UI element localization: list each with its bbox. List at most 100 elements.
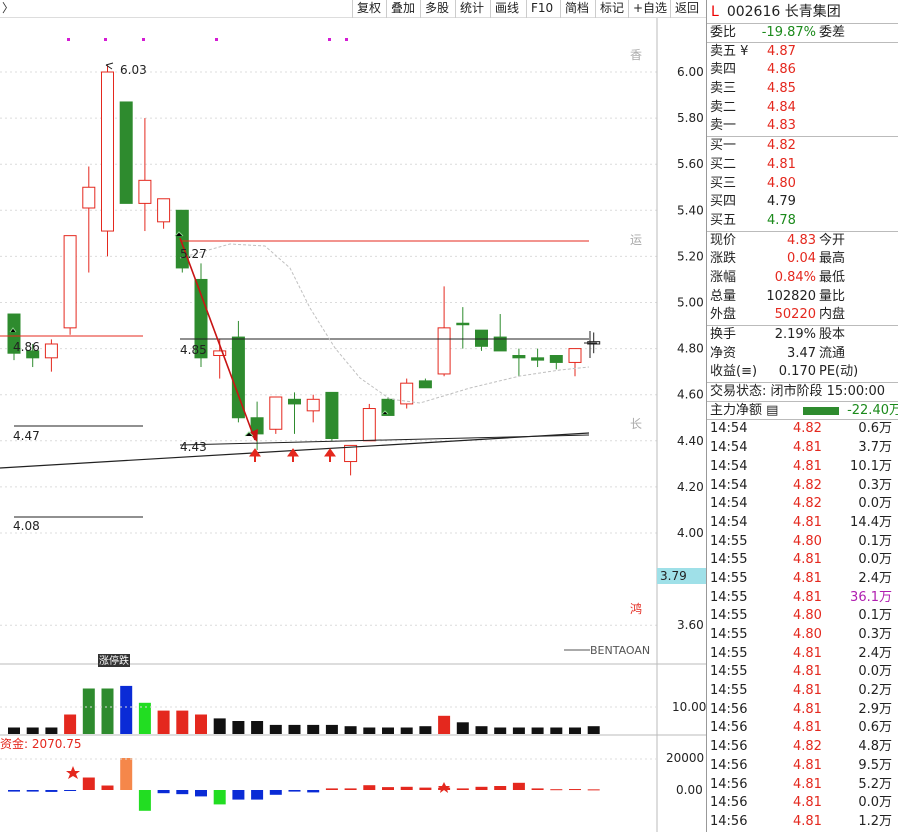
volume-bar bbox=[232, 721, 245, 734]
volume-bar bbox=[325, 724, 338, 734]
candle-body bbox=[362, 408, 376, 442]
tick-row: 14:56 4.81 5.2万 bbox=[707, 776, 898, 795]
tick-volume: 0.0万 bbox=[858, 552, 892, 568]
ask-label: 卖五 ¥ bbox=[710, 43, 749, 59]
fund-bar bbox=[269, 790, 282, 795]
stat-label: 总量 bbox=[710, 288, 737, 304]
tick-list[interactable]: 14:54 4.82 0.6万 14:54 4.81 3.7万 14:54 4.81 10.1万… bbox=[707, 420, 898, 831]
line-443 bbox=[179, 434, 590, 446]
candle-body bbox=[475, 329, 488, 347]
tick-price: 4.81 bbox=[793, 720, 822, 736]
ask-row: 卖二 4.84 bbox=[707, 99, 898, 118]
collapse-arrow-icon[interactable]: 〉 bbox=[2, 1, 15, 15]
toolbar-button-zixuan[interactable]: +自选 bbox=[628, 0, 671, 18]
fund-bar bbox=[382, 787, 394, 790]
buy-arrows bbox=[249, 448, 336, 462]
volume-bar bbox=[456, 722, 469, 734]
indicator-badge[interactable]: 涨停跌 bbox=[99, 654, 129, 667]
toolbar-button-duogu[interactable]: 多股 bbox=[420, 0, 453, 18]
stats-block-2: 换手 2.19% 股本 净资 3.47 流通 收益(≡) 0.170 PE(动) bbox=[707, 326, 898, 384]
fund-bar bbox=[344, 788, 357, 790]
candle bbox=[119, 101, 133, 204]
fund-bar bbox=[157, 790, 170, 794]
stat-value: 50220 bbox=[774, 307, 816, 323]
bid-book: 买一 4.82 买二 4.81 买三 4.80 买四 4.79 买五 4.78 bbox=[707, 137, 898, 232]
tick-volume: 0.3万 bbox=[858, 627, 892, 642]
price-axis-tick: 3.60 bbox=[677, 618, 704, 632]
tick-price: 4.81 bbox=[793, 440, 822, 456]
tick-time: 14:55 bbox=[710, 533, 748, 549]
volume-bar bbox=[45, 727, 58, 734]
candle bbox=[493, 314, 507, 352]
bid-row: 买五 4.78 bbox=[707, 212, 898, 231]
bid-price: 4.79 bbox=[767, 194, 796, 210]
candle bbox=[7, 313, 21, 361]
volume-bar bbox=[438, 715, 451, 734]
indicator-badge-bg bbox=[98, 654, 130, 667]
tick-time: 14:55 bbox=[710, 589, 748, 605]
fund-bar bbox=[512, 782, 525, 790]
toolbar-button-diejia[interactable]: 叠加 bbox=[386, 0, 419, 18]
watermark: BENTAOAN bbox=[590, 644, 650, 657]
tick-price: 4.82 bbox=[793, 421, 822, 437]
stat2-value: 0.170 bbox=[778, 364, 816, 380]
tick-volume: 36.1万 bbox=[850, 589, 892, 605]
volume-bar bbox=[512, 727, 525, 734]
volume-bar bbox=[8, 727, 20, 734]
volume-bar bbox=[269, 724, 282, 734]
candle bbox=[194, 263, 208, 368]
fund-label: 资金: 2070.75 bbox=[0, 736, 81, 751]
tick-volume: 0.3万 bbox=[858, 477, 892, 493]
candle-body bbox=[400, 382, 414, 405]
kline-chart-area[interactable]: 6.00 5.80 5.60 5.40 5.20 5.00 4.80 4.60 4.40 4.20… bbox=[0, 18, 706, 832]
tick-time: 14:55 bbox=[710, 645, 748, 661]
volume-bar bbox=[344, 726, 357, 734]
tick-row: 14:55 4.81 2.4万 bbox=[707, 645, 898, 664]
ask-book: 卖五 ¥ 4.87 卖四 4.86 卖三 4.85 卖二 4.84 卖一 4.83 bbox=[707, 43, 898, 138]
volume-bar bbox=[157, 710, 170, 734]
stock-code-name[interactable]: 002616 长青集团 bbox=[726, 4, 841, 20]
tick-row: 14:54 4.81 10.1万 bbox=[707, 458, 898, 477]
mainflow-label[interactable]: 主力净额 ▤ bbox=[710, 402, 779, 418]
current-price-tag: 3.79 bbox=[660, 569, 687, 583]
stat-row: 现价 4.83 今开 bbox=[707, 232, 898, 251]
label-447: 4.47 bbox=[13, 429, 40, 443]
tick-volume: 0.0万 bbox=[858, 795, 892, 811]
stat2-value: 3.47 bbox=[787, 345, 816, 361]
stat-row: 总量 102820 量比 bbox=[707, 288, 898, 307]
candle bbox=[157, 198, 171, 229]
toolbar-button-biaoji[interactable]: 标记 bbox=[595, 0, 628, 18]
volume-bar bbox=[251, 721, 264, 734]
stat-row: 外盘 50220 内盘 bbox=[707, 306, 898, 325]
volume-bar bbox=[101, 688, 114, 734]
candle-body bbox=[344, 444, 358, 463]
bid-row: 买一 4.82 bbox=[707, 137, 898, 156]
tick-row: 14:55 4.80 0.1万 bbox=[707, 533, 898, 552]
stat2-label: 净资 bbox=[710, 345, 737, 361]
tick-row: 14:56 4.82 4.8万 bbox=[707, 738, 898, 757]
tick-price: 4.81 bbox=[793, 570, 822, 586]
toolbar-button-f10[interactable]: F10 bbox=[526, 0, 557, 18]
candle-body bbox=[325, 391, 339, 439]
tick-volume: 0.0万 bbox=[858, 664, 892, 680]
toolbar-button-tongji[interactable]: 统计 bbox=[455, 0, 488, 18]
kline-chart[interactable]: 6.00 5.80 5.60 5.40 5.20 5.00 4.80 4.60 4.40 4.20… bbox=[0, 18, 706, 832]
volume-bar bbox=[400, 727, 413, 734]
tick-time: 14:56 bbox=[710, 813, 748, 829]
volume-bar bbox=[138, 702, 151, 734]
tick-price: 4.81 bbox=[793, 645, 822, 661]
candle bbox=[288, 392, 301, 434]
toolbar-button-fuquan[interactable]: 复权 bbox=[352, 0, 385, 18]
side-glyph-yun: 运 bbox=[630, 233, 642, 247]
toolbar-button-fanhui[interactable]: 返回 bbox=[670, 0, 703, 18]
fund-bar bbox=[363, 785, 376, 790]
candle-body bbox=[512, 355, 526, 359]
fund-bar bbox=[26, 790, 39, 792]
tick-price: 4.81 bbox=[793, 813, 822, 829]
toolbar-button-jiandang[interactable]: 简档 bbox=[560, 0, 593, 18]
candle-body bbox=[568, 348, 582, 363]
tick-row: 14:56 4.81 0.6万 bbox=[707, 719, 898, 738]
toolbar-button-huaxian[interactable]: 画线 bbox=[490, 0, 523, 18]
tick-row: 14:55 4.81 36.1万 bbox=[707, 589, 898, 608]
ask-row: 卖三 4.85 bbox=[707, 80, 898, 99]
